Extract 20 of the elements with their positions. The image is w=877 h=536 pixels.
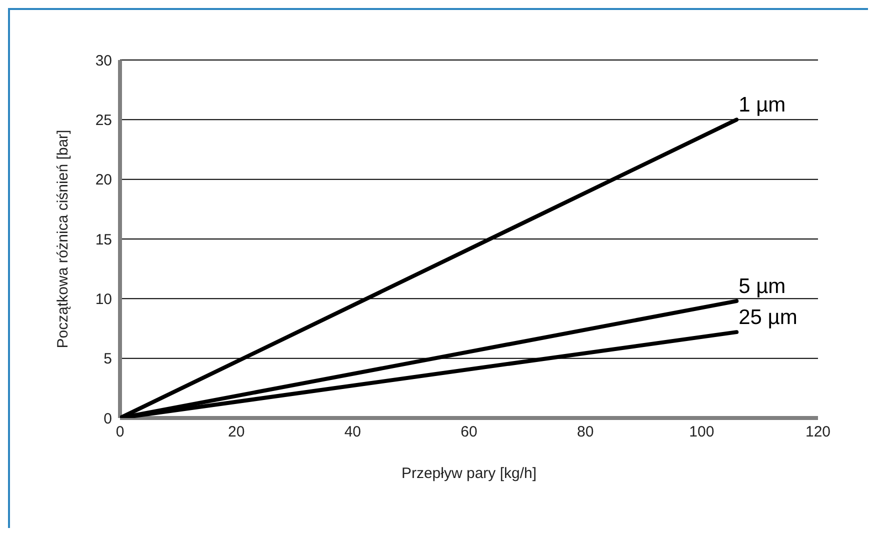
y-tick-label: 25 (95, 112, 112, 129)
x-tick-label: 120 (805, 424, 831, 441)
x-tick-label: 100 (689, 424, 714, 441)
frame: 1 µm 5 µm 25 µm 0 20 40 60 80 100 120 Przepływ pary [kg/h] 0 5 10 15 20 25 30 Początkowa różnica ciśnień [bar] (8, 8, 868, 528)
x-axis-title: Przepływ pary [kg/h] (401, 465, 537, 482)
y-tick-label: 15 (95, 231, 112, 248)
series-label: 1 µm (738, 94, 786, 117)
x-tick-label: 80 (576, 424, 594, 441)
y-tick-label: 10 (95, 290, 112, 308)
series-label: 5 µm (738, 275, 786, 298)
y-tick-label: 30 (95, 52, 112, 70)
series-label: 25 µm (738, 306, 798, 330)
x-tick-label: 0 (116, 424, 124, 441)
y-axis-title: Początkowa różnica ciśnień [bar] (54, 130, 72, 348)
y-tick-label: 0 (104, 410, 112, 428)
x-tick-label: 40 (344, 424, 362, 441)
y-tick-label: 5 (104, 350, 112, 368)
x-tick-label: 20 (228, 424, 245, 441)
y-tick-label: 20 (95, 172, 112, 189)
x-tick-label: 60 (460, 424, 478, 441)
